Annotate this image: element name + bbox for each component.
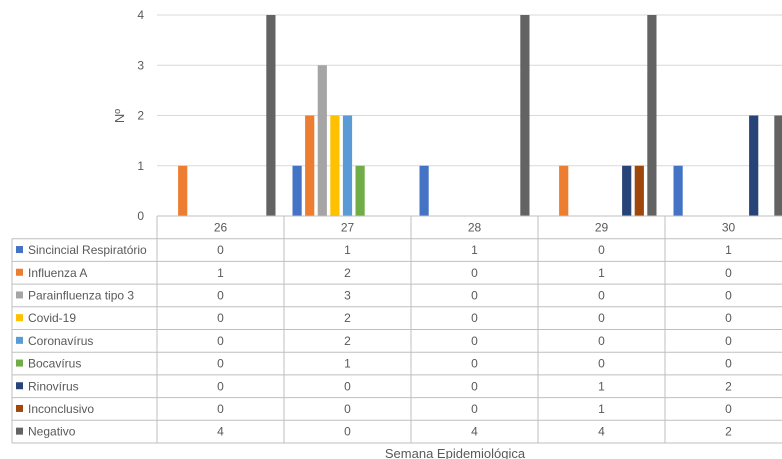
- bar-week-27-5: [342, 115, 353, 216]
- legend-swatch: [16, 314, 23, 322]
- y-tick-label: 0: [137, 209, 144, 223]
- data-label: 2: [725, 379, 732, 393]
- x-axis-title: Semana Epidemiológica: [385, 446, 526, 459]
- bar-week-29-2: [559, 165, 569, 216]
- data-label: 0: [471, 357, 478, 371]
- bars: [178, 15, 782, 216]
- data-label: 2: [344, 266, 351, 280]
- data-label: 0: [598, 334, 605, 348]
- legend-entry: Covid-19: [28, 311, 76, 325]
- data-label: 2: [344, 334, 351, 348]
- data-label: 1: [471, 243, 478, 257]
- data-label: 4: [217, 425, 224, 439]
- bar-week-27-2: [305, 115, 315, 216]
- data-label: 0: [217, 334, 224, 348]
- data-label: 0: [471, 311, 478, 325]
- legend-entry: Parainfluenza tipo 3: [28, 288, 134, 302]
- legend-swatch: [16, 268, 23, 276]
- legend-swatch: [16, 246, 23, 254]
- data-label: 0: [217, 311, 224, 325]
- y-tick-label: 2: [137, 109, 144, 123]
- bar-week-29-9: [647, 15, 657, 216]
- x-category-label: 30: [722, 220, 736, 234]
- bar-week-30-1: [673, 165, 683, 216]
- bar-week-27-1: [292, 165, 302, 216]
- legend-entry: Inconclusivo: [28, 402, 94, 416]
- data-label: 1: [344, 357, 351, 371]
- gridlines: [157, 14, 782, 217]
- data-label: 1: [598, 379, 605, 393]
- data-label: 2: [344, 311, 351, 325]
- data-label: 1: [598, 402, 605, 416]
- x-category-label: 28: [468, 220, 482, 234]
- data-label: 1: [598, 266, 605, 280]
- bar-week-26-9: [266, 15, 276, 216]
- bar-week-30-9: [774, 115, 782, 216]
- data-label: 1: [344, 243, 351, 257]
- bar-week-30-7: [749, 115, 759, 216]
- data-label: 0: [471, 334, 478, 348]
- legend-swatch: [16, 291, 23, 299]
- data-label: 0: [725, 288, 732, 302]
- data-label: 0: [725, 357, 732, 371]
- legend-entry: Bocavírus: [28, 357, 81, 371]
- bar-week-28-9: [520, 15, 530, 216]
- data-label: 3: [344, 288, 351, 302]
- bar-week-26-2: [178, 165, 188, 216]
- x-category-label: 27: [341, 220, 355, 234]
- data-label: 0: [217, 402, 224, 416]
- data-label: 0: [344, 425, 351, 439]
- legend-swatch: [16, 336, 23, 344]
- legend-swatch: [16, 404, 23, 412]
- bar-week-27-6: [355, 165, 365, 216]
- y-tick-label: 4: [137, 8, 144, 22]
- y-axis-ticks: 0 1 2 3 4: [137, 8, 144, 223]
- data-label: 0: [598, 311, 605, 325]
- data-label: 0: [725, 311, 732, 325]
- y-tick-label: 3: [137, 58, 144, 72]
- data-label: 0: [344, 402, 351, 416]
- x-category-label: 29: [595, 220, 609, 234]
- legend-entry: Rinovírus: [28, 379, 79, 393]
- data-label: 0: [598, 243, 605, 257]
- data-label: 1: [725, 243, 732, 257]
- y-axis-title: Nº: [112, 109, 127, 123]
- legend-entry: Negativo: [28, 425, 76, 439]
- x-category-label: 26: [214, 220, 228, 234]
- legend-entry: Coronavírus: [28, 334, 93, 348]
- data-label: 0: [217, 288, 224, 302]
- legend-swatch: [16, 359, 23, 367]
- data-label: 0: [217, 379, 224, 393]
- data-label: 0: [725, 266, 732, 280]
- data-label: 0: [725, 402, 732, 416]
- bar-week-27-3: [317, 65, 327, 216]
- bar-week-29-7: [622, 165, 632, 216]
- legend-entry: Sincincial Respiratório: [28, 243, 147, 257]
- data-label: 0: [598, 288, 605, 302]
- data-label: 1: [217, 266, 224, 280]
- y-tick-label: 1: [137, 159, 144, 173]
- data-label: 0: [471, 402, 478, 416]
- data-label: 0: [217, 357, 224, 371]
- data-label: 0: [471, 288, 478, 302]
- data-label: 0: [471, 266, 478, 280]
- data-label: 4: [471, 425, 478, 439]
- data-label: 0: [217, 243, 224, 257]
- data-label: 0: [344, 379, 351, 393]
- bar-week-28-1: [419, 165, 429, 216]
- data-label: 0: [471, 379, 478, 393]
- data-label: 0: [598, 357, 605, 371]
- bar-week-29-8: [634, 165, 644, 216]
- data-label: 4: [598, 425, 605, 439]
- legend-entry: Influenza A: [28, 266, 87, 280]
- bar-week-27-4: [330, 115, 340, 216]
- legend-swatch: [16, 427, 23, 435]
- data-label: 0: [725, 334, 732, 348]
- data-label: 2: [725, 425, 732, 439]
- legend-swatch: [16, 382, 23, 390]
